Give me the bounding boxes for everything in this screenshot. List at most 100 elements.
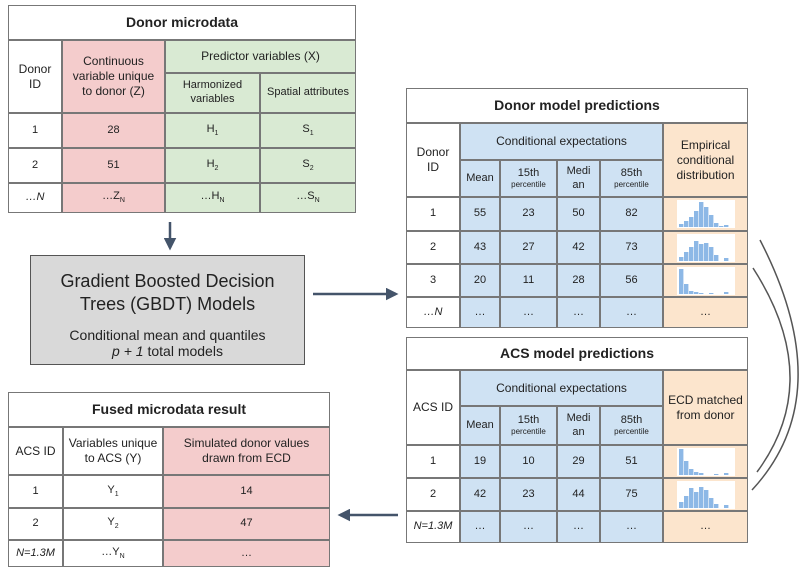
column-header: Mean xyxy=(460,160,500,197)
histogram-bar xyxy=(698,243,703,261)
model-count-text: total models xyxy=(147,342,223,359)
histogram-bar xyxy=(713,473,718,475)
cell-text: H1 xyxy=(207,123,219,139)
histogram-bar xyxy=(678,268,683,294)
table-cell: 2 xyxy=(8,508,63,540)
table-cell: 28 xyxy=(62,113,165,148)
table-cell: …N xyxy=(8,183,62,213)
column-header: Conditional expectations xyxy=(460,370,663,406)
column-header: Median xyxy=(557,406,600,445)
histogram-bar xyxy=(723,291,728,294)
model-title: Gradient Boosted Decision Trees (GBDT) M… xyxy=(60,271,275,315)
table-cell: S2 xyxy=(260,148,356,183)
cell-text: …SN xyxy=(296,190,319,206)
table-cell: 1 xyxy=(406,445,460,478)
table-cell: 23 xyxy=(500,478,557,511)
table-cell: N=1.3M xyxy=(406,511,460,543)
table-cell: …SN xyxy=(260,183,356,213)
cell-text: S2 xyxy=(302,158,313,174)
histogram-icon xyxy=(676,233,735,262)
column-header: 85th percentile xyxy=(600,406,663,445)
histogram-bar xyxy=(683,283,688,294)
histogram-bar xyxy=(713,503,718,508)
column-header: ECD matched from donor xyxy=(663,370,748,445)
table-cell: … xyxy=(460,297,500,328)
histogram-icon xyxy=(676,200,735,228)
cell-text: Y1 xyxy=(107,484,118,500)
histogram-bar xyxy=(693,291,698,294)
model-count-expr: p + 1 xyxy=(112,342,144,359)
table-title: Fused microdata result xyxy=(8,392,330,427)
bracket-curve xyxy=(751,239,799,491)
table-cell: N=1.3M xyxy=(8,540,63,567)
table-cell xyxy=(663,264,748,297)
histogram-bar xyxy=(723,225,728,227)
histogram-bar xyxy=(713,223,718,227)
model-count: p + 1 total models xyxy=(31,343,304,359)
column-header: Simulated donor values drawn from ECD xyxy=(163,427,330,475)
column-header: Donor ID xyxy=(8,40,62,113)
table-cell: 1 xyxy=(406,197,460,231)
table-cell: 23 xyxy=(500,197,557,231)
cell-small: percentile xyxy=(511,180,546,190)
cell-base: …Z xyxy=(102,190,120,203)
cell-small: percentile xyxy=(614,180,649,190)
table-cell: 29 xyxy=(557,445,600,478)
histogram-bar xyxy=(723,257,728,261)
model-box: Gradient Boosted Decision Trees (GBDT) M… xyxy=(30,255,305,365)
histogram-bar xyxy=(683,495,688,508)
cell-sub: N xyxy=(219,197,225,205)
table-cell: 50 xyxy=(557,197,600,231)
histogram-bar xyxy=(703,489,708,508)
table-cell: 55 xyxy=(460,197,500,231)
table-cell: 82 xyxy=(600,197,663,231)
cell-text: 15th percentile xyxy=(511,414,546,438)
cell-text: 85th percentile xyxy=(614,414,649,438)
table-cell: … xyxy=(500,511,557,543)
table-cell: Y1 xyxy=(63,475,163,508)
column-header: Mean xyxy=(460,406,500,445)
cell-base: Y xyxy=(107,483,115,496)
histogram-bar xyxy=(718,226,723,227)
table-cell: 14 xyxy=(163,475,330,508)
column-header: 15th percentile xyxy=(500,160,557,197)
table-cell: 27 xyxy=(500,231,557,264)
cell-main: 15th xyxy=(517,166,540,179)
histogram-bar xyxy=(688,290,693,294)
table-cell xyxy=(663,478,748,511)
table-cell: … xyxy=(163,540,330,567)
table-cell: 44 xyxy=(557,478,600,511)
histogram-bar xyxy=(708,497,713,508)
table-cell: 42 xyxy=(557,231,600,264)
column-header: Harmonized variables xyxy=(165,73,260,113)
histogram-bar xyxy=(723,504,728,508)
histogram-bar xyxy=(708,292,713,294)
column-header: Predictor variables (X) xyxy=(165,40,356,73)
histogram-bar xyxy=(678,501,683,508)
bracket-curve xyxy=(752,267,791,473)
table-cell: … xyxy=(500,297,557,328)
histogram-bar xyxy=(683,460,688,475)
column-header: 85th percentile xyxy=(600,160,663,197)
column-header: ACS ID xyxy=(406,370,460,445)
table-cell: Y2 xyxy=(63,508,163,540)
histogram-bar xyxy=(708,215,713,227)
histogram-bar xyxy=(678,256,683,261)
table-cell: 3 xyxy=(406,264,460,297)
model-subtitle: Conditional mean and quantiles xyxy=(69,326,266,343)
table-cell: 47 xyxy=(163,508,330,540)
table-cell: H1 xyxy=(165,113,260,148)
table-cell xyxy=(663,197,748,231)
cell-sub: 1 xyxy=(114,490,119,498)
table-cell: …ZN xyxy=(62,183,165,213)
histogram-bar xyxy=(693,211,698,227)
table-cell: 1 xyxy=(8,113,62,148)
histogram-bar xyxy=(688,487,693,508)
cell-sub: 2 xyxy=(309,164,314,172)
histogram-bar xyxy=(683,221,688,227)
table-cell: 20 xyxy=(460,264,500,297)
cell-base: …Y xyxy=(101,545,120,558)
table-cell: 2 xyxy=(406,478,460,511)
histogram-bar xyxy=(698,292,703,294)
histogram-bar xyxy=(713,254,718,261)
